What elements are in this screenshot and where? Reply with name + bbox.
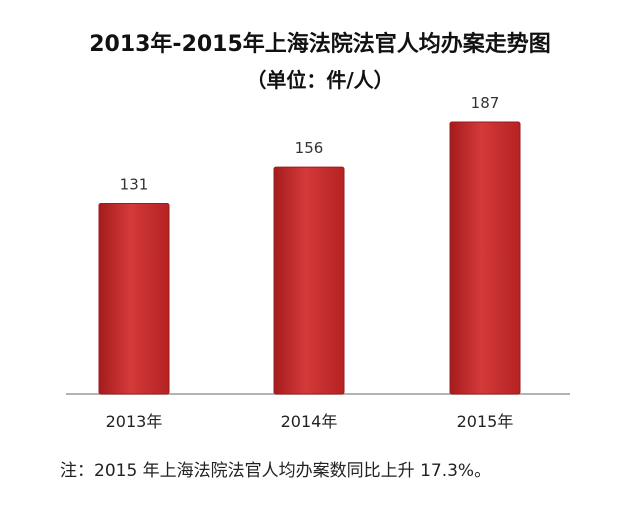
- bar-2013年: [98, 202, 170, 395]
- data-label-2014年: 156: [295, 139, 324, 157]
- x-tick-label-2015年: 2015年: [457, 412, 514, 431]
- chart-subtitle: （单位：件/人）: [246, 68, 394, 92]
- data-label-2013年: 131: [120, 175, 149, 193]
- data-label-2015年: 187: [471, 94, 500, 112]
- x-tick-label-2013年: 2013年: [106, 412, 163, 431]
- bar-2015年: [449, 121, 521, 395]
- footnote: 注：2015 年上海法院法官人均办案数同比上升 17.3%。: [60, 461, 492, 481]
- x-tick-label-2014年: 2014年: [281, 412, 338, 431]
- bar-2014年: [273, 166, 345, 395]
- chart-title: 2013年-2015年上海法院法官人均办案走势图: [89, 32, 551, 57]
